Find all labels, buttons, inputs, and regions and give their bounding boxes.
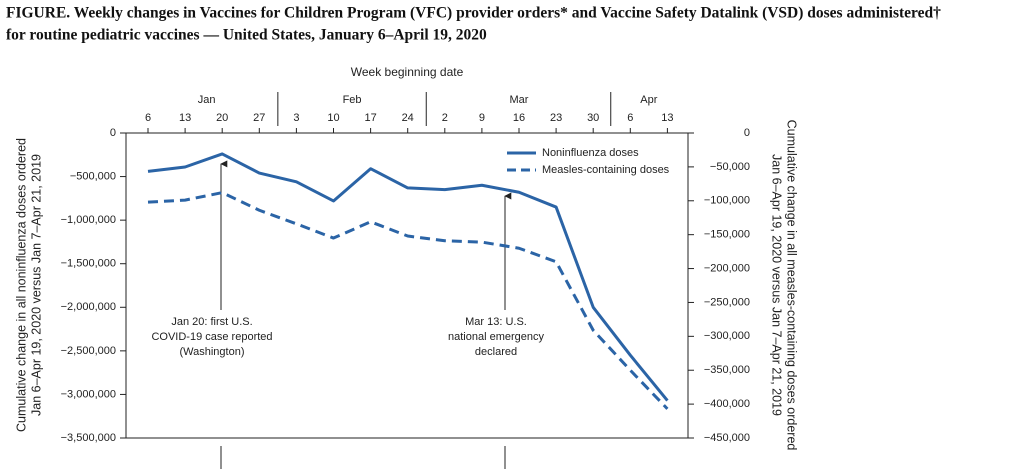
y2-tick-label: −100,000: [704, 195, 750, 207]
annotation-text: COVID-19 case reported: [151, 331, 272, 343]
annotation-text: Jan 20: first U.S.: [171, 316, 252, 328]
annotation-text: national emergency: [448, 331, 545, 343]
series-line: [147, 191, 669, 410]
x-tick-label: 9: [479, 112, 485, 124]
y2-tick-label: −450,000: [704, 432, 750, 444]
x-tick-label: 16: [513, 112, 525, 124]
y-tick-label: −3,500,000: [61, 432, 116, 444]
plot-frame: [125, 132, 689, 439]
y-tick-label: −2,500,000: [61, 345, 116, 357]
y2-tick-label: −300,000: [704, 330, 750, 342]
x-tick-label: 30: [587, 112, 599, 124]
month-label: Jan: [198, 94, 216, 106]
title-line: FIGURE. Weekly changes in Vaccines for C…: [6, 5, 941, 22]
y2-tick-label: −350,000: [704, 364, 750, 376]
y-axis-title: Jan 6–Apr 19, 2020 versus Jan 7–Apr 21, …: [29, 154, 43, 416]
y2-tick-label: −400,000: [704, 398, 750, 410]
y-tick-label: −2,000,000: [61, 301, 116, 313]
x-tick-label: 6: [145, 112, 151, 124]
y-axis-title: Cumulative change in all noninfluenza do…: [14, 138, 28, 432]
y2-tick-label: −50,000: [710, 161, 750, 173]
title-line: for routine pediatric vaccines — United …: [6, 27, 487, 44]
x-tick-label: 24: [402, 112, 414, 124]
series-line: [147, 152, 669, 402]
month-label: Feb: [343, 94, 362, 106]
y2-tick-label: −200,000: [704, 262, 750, 274]
x-axis-title: Week beginning date: [351, 65, 464, 79]
y-tick-label: −1,000,000: [61, 214, 116, 226]
x-tick-label: 2: [442, 112, 448, 124]
x-tick-label: 20: [216, 112, 228, 124]
legend-label: Measles-containing doses: [542, 164, 670, 176]
y2-tick-label: −150,000: [704, 229, 750, 241]
annotation-text: (Washington): [179, 346, 244, 358]
x-tick-label: 23: [550, 112, 562, 124]
x-tick-label: 6: [627, 112, 633, 124]
y2-axis-title: Cumulative change in all measles-contain…: [785, 120, 799, 451]
x-tick-label: 27: [253, 112, 265, 124]
annotation-text: declared: [475, 346, 517, 358]
x-tick-label: 3: [293, 112, 299, 124]
y-tick-label: −1,500,000: [61, 258, 116, 270]
legend-label: Noninfluenza doses: [542, 147, 639, 159]
y2-tick-label: −250,000: [704, 296, 750, 308]
y-tick-label: 0: [110, 127, 116, 139]
month-label: Mar: [510, 94, 529, 106]
x-tick-label: 13: [661, 112, 673, 124]
annotation-text: Mar 13: U.S.: [465, 316, 527, 328]
y2-axis-title: Jan 6–Apr 19, 2020 versus Jan 7–Apr 21, …: [770, 154, 784, 416]
month-label: Apr: [640, 94, 657, 106]
y-tick-label: −3,000,000: [61, 388, 116, 400]
x-tick-label: 13: [179, 112, 191, 124]
y2-tick-label: 0: [744, 127, 750, 139]
y-tick-label: −500,000: [70, 170, 116, 182]
x-tick-label: 10: [327, 112, 339, 124]
x-tick-label: 17: [364, 112, 376, 124]
